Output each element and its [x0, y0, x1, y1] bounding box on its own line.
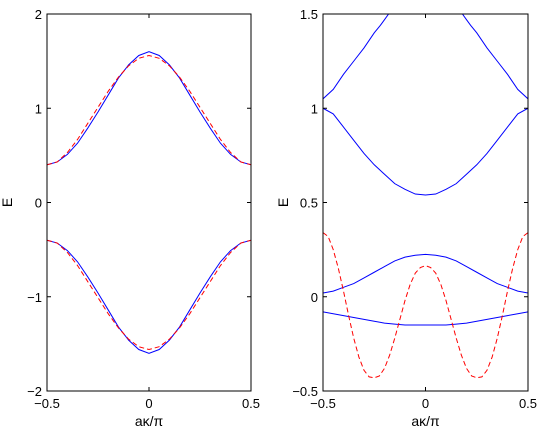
series-line-2-1	[323, 14, 390, 100]
series-line-2-2	[461, 14, 528, 100]
y-tick-label: −0.5	[292, 384, 318, 399]
y-tick-label: 1	[311, 101, 318, 116]
y-tick-label: 1	[35, 101, 42, 116]
series-line-1-2	[47, 239, 251, 354]
series-line-1-1	[47, 51, 251, 166]
chart-panel-2: −0.5 0 0.5 −0.5 0 0.5 1 1.5 aκ/π E	[275, 7, 537, 429]
x-tick-label: 0	[145, 396, 152, 411]
series-line-2-4	[323, 253, 528, 294]
plot-frame	[46, 13, 252, 392]
series-line-2-6	[323, 232, 528, 379]
x-tick-label: 0	[422, 396, 429, 411]
series-line-2-5	[323, 311, 528, 326]
y-tick-label: 0.5	[300, 196, 318, 211]
y-axis-label: E	[275, 198, 291, 207]
x-tick-label: 0.5	[242, 396, 260, 411]
y-tick-label: 0	[35, 196, 42, 211]
y-tick-label: 0	[311, 290, 318, 305]
y-tick-label: −1	[27, 290, 42, 305]
series-line-1-3	[47, 54, 251, 166]
series-line-1-4	[47, 239, 251, 351]
x-tick-label: 0.5	[519, 396, 537, 411]
series-line-2-3	[323, 107, 528, 196]
x-axis-label: aκ/π	[411, 413, 440, 429]
y-tick-label: 1.5	[300, 7, 318, 22]
plot-frame	[322, 13, 529, 392]
chart-panel-1: −0.5 0 0.5 −2 −1 0 1 2 aκ/π E	[0, 7, 260, 429]
y-axis-label: E	[0, 198, 15, 207]
y-tick-label: −2	[27, 384, 42, 399]
x-tick-label: −0.5	[310, 396, 336, 411]
x-tick-label: −0.5	[34, 396, 60, 411]
x-axis-label: aκ/π	[135, 413, 164, 429]
y-tick-label: 2	[35, 7, 42, 22]
